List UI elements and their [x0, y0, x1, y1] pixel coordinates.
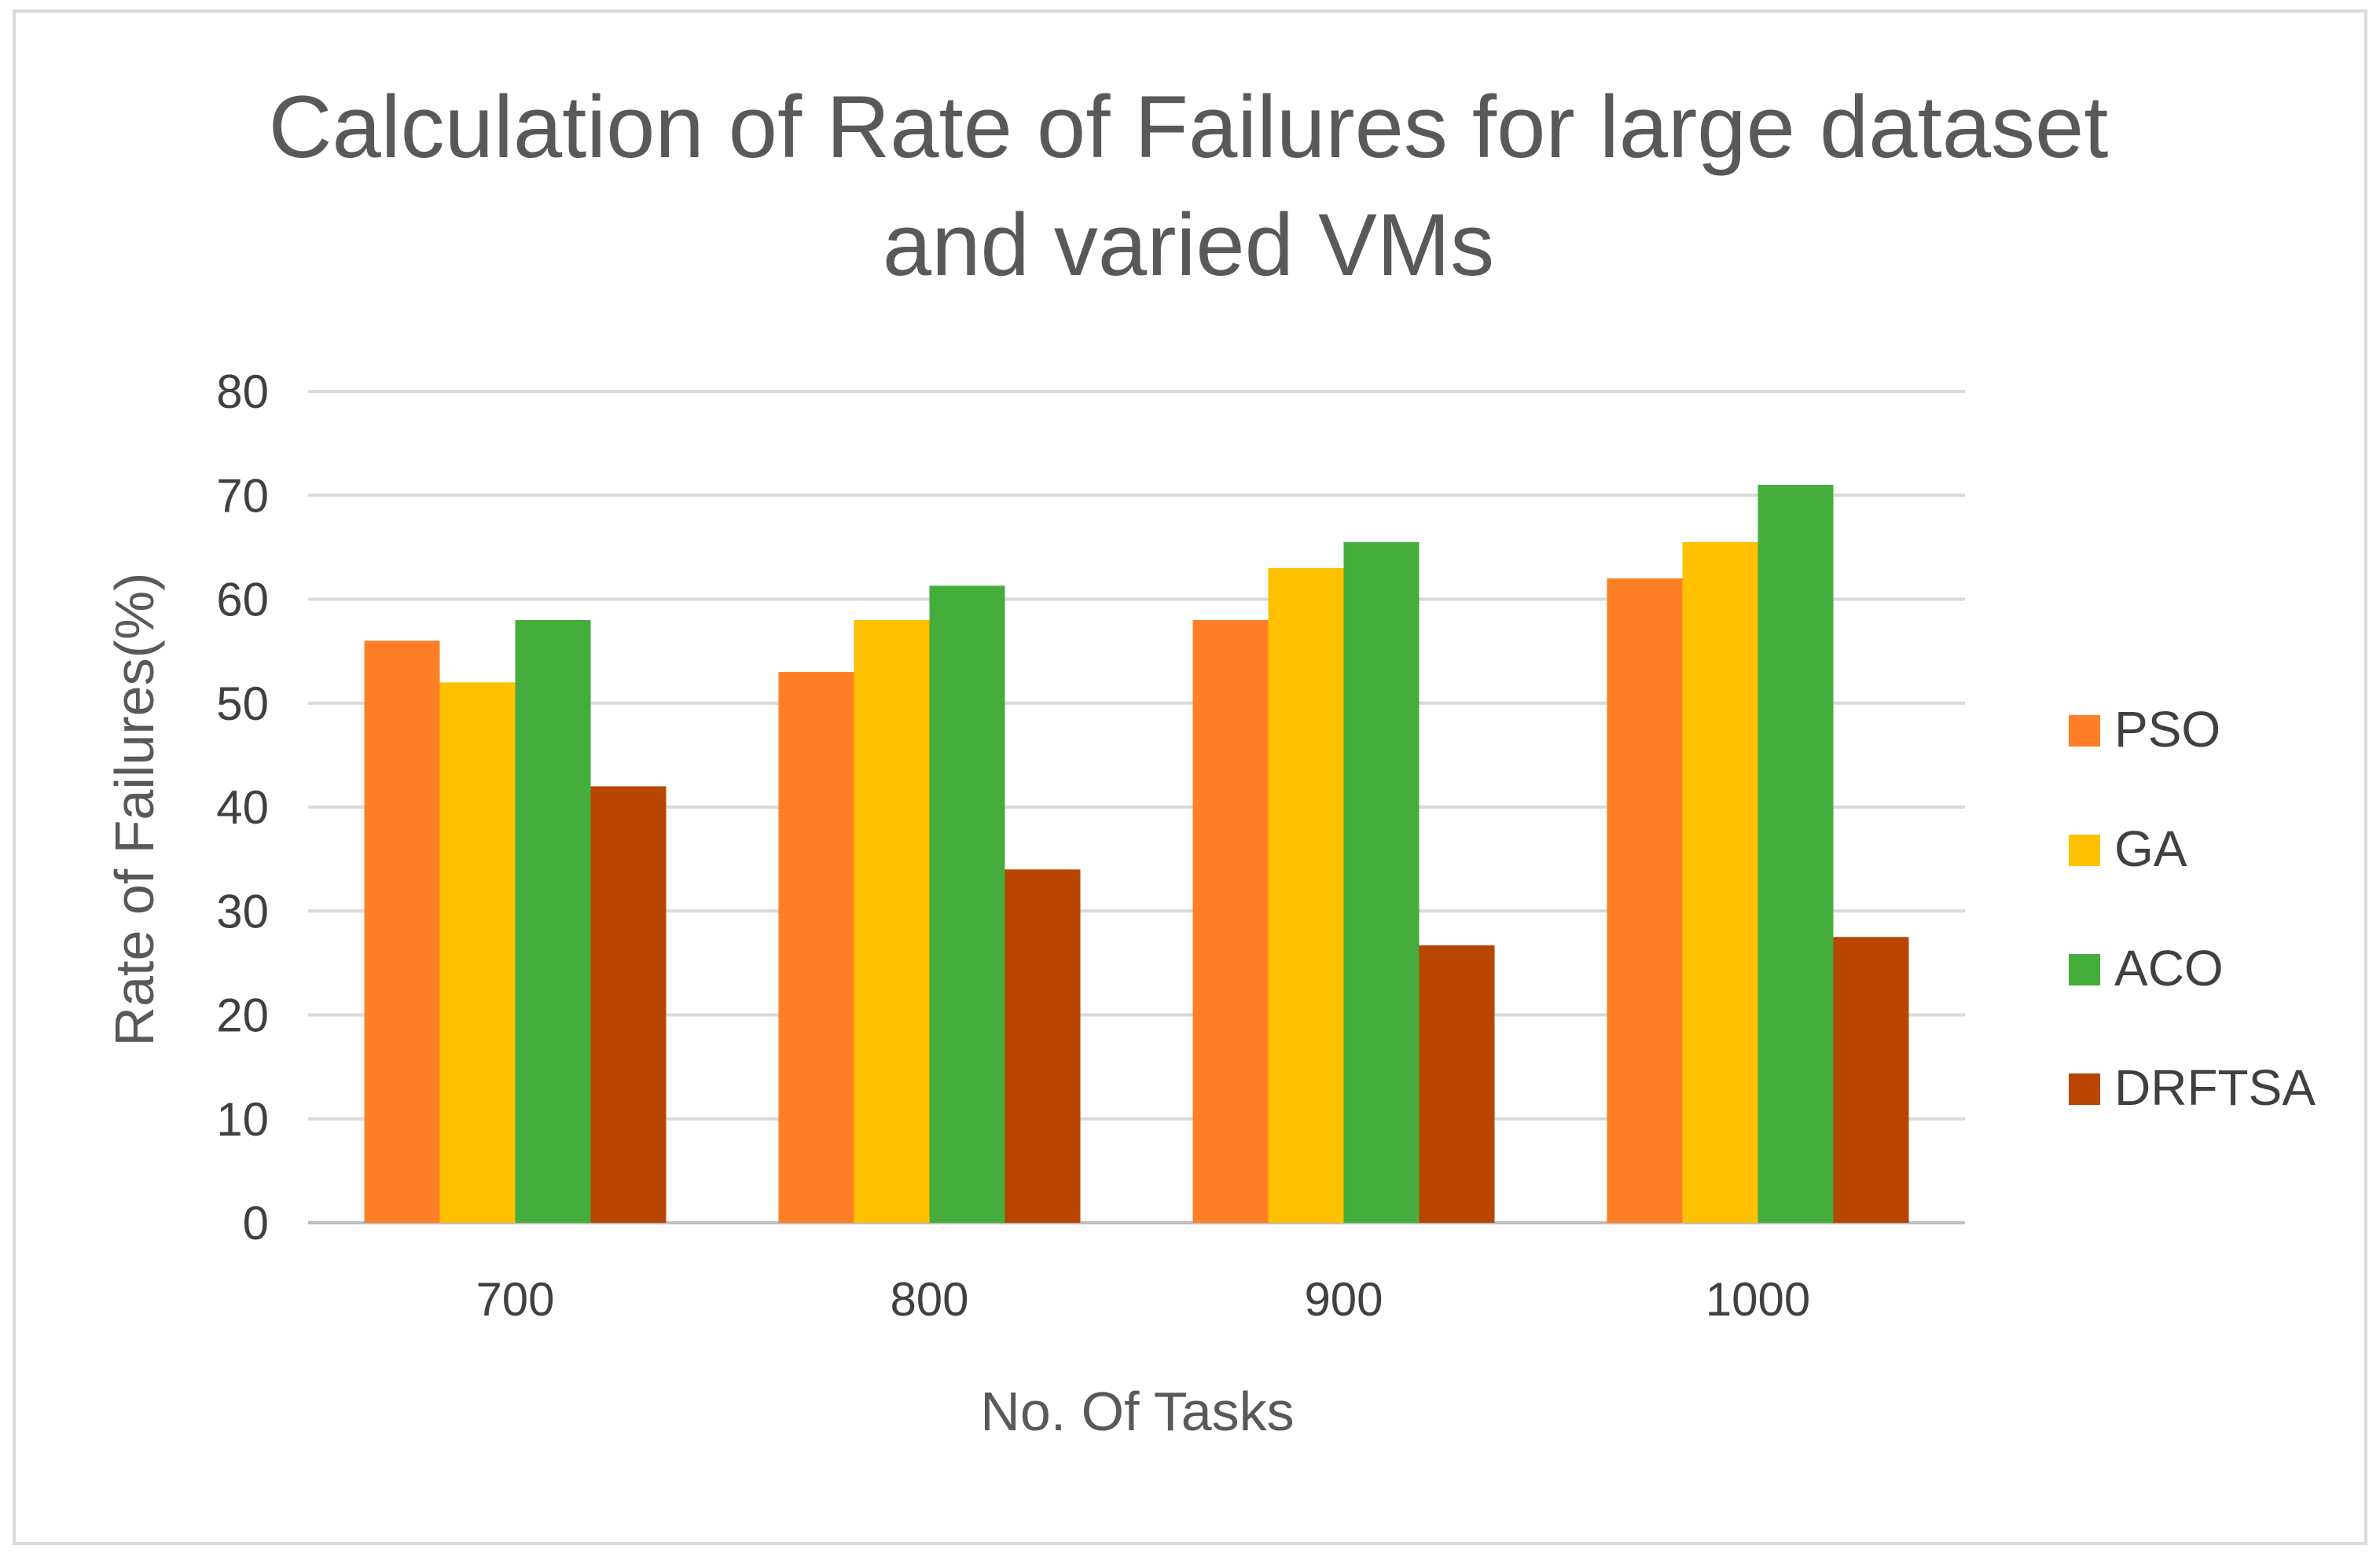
- bar-aco-900: [1343, 541, 1420, 1223]
- legend-swatch-drftsa: [2069, 1073, 2100, 1105]
- bar-drftsa-800: [1005, 869, 1081, 1223]
- x-axis-label: No. Of Tasks: [980, 1381, 1294, 1442]
- chart-title-line-2: and varied VMs: [883, 196, 1494, 294]
- y-tick-label: 20: [216, 989, 269, 1042]
- y-tick-label: 30: [216, 885, 269, 938]
- bar-pso-1000: [1607, 578, 1683, 1223]
- bar-ga-1000: [1682, 541, 1758, 1223]
- y-tick-label: 60: [216, 574, 269, 626]
- bar-pso-700: [364, 640, 440, 1223]
- y-tick-label: 10: [216, 1093, 269, 1146]
- legend-swatch-ga: [2069, 835, 2100, 866]
- x-axis-ticks: 700 800 900 1000: [476, 1273, 1810, 1326]
- x-tick-label: 700: [476, 1273, 554, 1326]
- x-tick-label: 900: [1304, 1273, 1383, 1326]
- bar-aco-800: [929, 585, 1005, 1223]
- y-tick-label: 70: [216, 469, 269, 522]
- bar-drftsa-900: [1419, 945, 1495, 1223]
- bar-ga-700: [439, 682, 516, 1223]
- legend-label-aco: ACO: [2114, 940, 2224, 996]
- bar-pso-900: [1192, 619, 1269, 1223]
- y-tick-label: 0: [243, 1197, 269, 1250]
- bars: [364, 485, 1909, 1223]
- bar-pso-800: [778, 672, 854, 1223]
- x-tick-label: 1000: [1706, 1273, 1810, 1326]
- legend-label-drftsa: DRFTSA: [2114, 1059, 2316, 1116]
- y-axis-ticks: 0 10 20 30 40 50 60 70 80: [216, 365, 269, 1250]
- x-tick-label: 800: [890, 1273, 968, 1326]
- legend-label-ga: GA: [2114, 820, 2187, 877]
- legend-label-pso: PSO: [2114, 701, 2220, 758]
- y-axis-label: Rate of Failures(%): [104, 573, 165, 1047]
- bar-drftsa-700: [590, 786, 667, 1223]
- legend: PSO GA ACO DRFTSA: [2069, 701, 2316, 1116]
- bar-ga-900: [1268, 567, 1344, 1223]
- bar-ga-800: [854, 619, 930, 1223]
- legend-swatch-pso: [2069, 715, 2100, 747]
- chart-title-line-1: Calculation of Rate of Failures for larg…: [269, 78, 2109, 176]
- y-tick-label: 50: [216, 677, 269, 730]
- bar-drftsa-1000: [1833, 937, 1909, 1223]
- bar-aco-1000: [1757, 485, 1834, 1223]
- bar-aco-700: [515, 619, 591, 1223]
- y-tick-label: 40: [216, 781, 269, 834]
- y-tick-label: 80: [216, 365, 269, 418]
- legend-swatch-aco: [2069, 954, 2100, 985]
